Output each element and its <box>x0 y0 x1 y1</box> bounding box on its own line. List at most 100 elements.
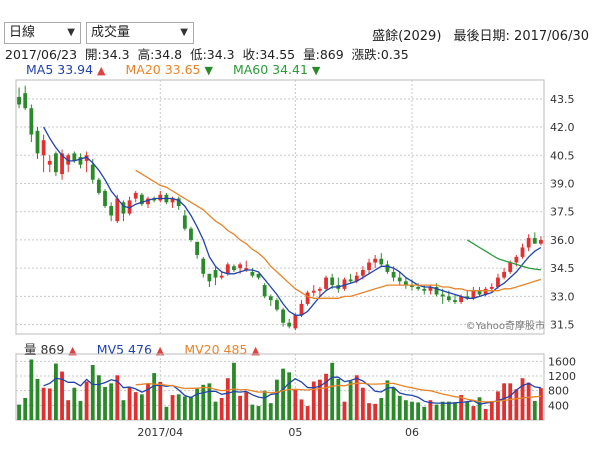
volume-bar <box>201 384 206 420</box>
candle-body <box>324 277 328 289</box>
candle-body <box>287 322 292 327</box>
volume-bar <box>84 381 89 420</box>
candle-body <box>373 258 378 263</box>
candle-body <box>41 140 46 156</box>
candlestick <box>502 268 506 280</box>
candle-body <box>268 296 273 301</box>
volume-bar <box>275 379 279 420</box>
candle-body <box>330 277 335 286</box>
volume-legend: 量 869 ▲ MV5 476 ▲ MV20 485 ▲ <box>24 339 276 358</box>
quote-open: 開:34.3 <box>85 47 130 62</box>
x-tick-label: 05 <box>288 426 302 439</box>
volume-bar <box>281 368 285 420</box>
volume-bar <box>520 378 525 420</box>
volume-bar <box>250 404 255 420</box>
volume-bar <box>262 390 267 420</box>
volume-bar <box>318 379 322 420</box>
candlestick <box>330 273 335 289</box>
volume-bar <box>477 397 482 420</box>
candlestick <box>232 264 236 272</box>
volume-bar <box>397 395 402 420</box>
candle-body <box>367 262 371 271</box>
volume-bar <box>121 400 126 420</box>
volume-bar <box>379 398 384 420</box>
up-arrow-icon: ▲ <box>251 344 260 357</box>
volume-bar <box>207 383 212 420</box>
candle-body <box>434 286 439 295</box>
candle-body <box>410 285 414 287</box>
candle-body <box>514 256 519 263</box>
ma60-legend: MA60 34.41 ▼ <box>233 62 320 77</box>
volume-bar <box>434 404 439 420</box>
candle-body <box>539 239 543 244</box>
volume-bar <box>324 373 328 420</box>
candle-body <box>397 277 402 282</box>
candlestick <box>158 191 163 203</box>
candlestick <box>385 260 390 274</box>
up-arrow-icon: ▲ <box>155 344 165 357</box>
price-y-tick-label: 31.5 <box>550 319 575 332</box>
indicator-select[interactable]: 成交量 ▼ <box>86 22 194 44</box>
ma60-legend-text: MA60 34.41 <box>232 62 308 77</box>
candle-body <box>354 275 359 282</box>
candlestick <box>275 298 279 312</box>
candlestick <box>403 277 408 289</box>
candlestick <box>281 307 285 327</box>
candle-body <box>471 290 476 299</box>
candle-body <box>385 264 390 272</box>
volume-bar <box>268 403 273 420</box>
candlestick <box>305 290 310 306</box>
period-select[interactable]: 日線 ▼ <box>4 22 81 44</box>
volume-bar <box>489 400 494 420</box>
vol-legend: 量 869 ▲ <box>24 342 77 357</box>
candlestick <box>397 271 402 286</box>
candle-body <box>416 286 421 289</box>
volume-bar <box>305 406 310 420</box>
volume-y-tick-label: 1600 <box>548 355 576 368</box>
last-date: 最後日期: 2017/06/30 <box>453 29 589 44</box>
candlestick <box>54 151 58 176</box>
price-plot-border <box>15 79 545 335</box>
volume-bar <box>514 389 519 420</box>
candle-body <box>35 130 40 154</box>
volume-bar <box>471 406 476 420</box>
quote-change: 漲跌:0.35 <box>351 47 409 62</box>
volume-bar <box>422 406 427 420</box>
volume-bar <box>336 378 341 420</box>
candle-body <box>146 198 150 205</box>
ma5-legend-text: MA5 33.94 <box>26 62 94 77</box>
candle-body <box>201 258 206 274</box>
volume-bar <box>508 383 513 420</box>
candlestick <box>103 189 107 208</box>
watermark: ©Yahoo奇摩股市 <box>466 319 545 332</box>
volume-bar <box>342 401 347 420</box>
candle-body <box>281 309 285 323</box>
candle-body <box>428 286 433 291</box>
candlestick <box>127 196 132 216</box>
candle-body <box>219 275 224 278</box>
mv5-line <box>43 376 541 405</box>
candlestick <box>29 104 34 143</box>
candle-body <box>318 288 322 291</box>
candlestick <box>41 134 46 173</box>
volume-bar <box>78 400 83 420</box>
candlestick <box>262 283 267 299</box>
price-chart-frame: 31.5 33.0 34.5 36.0 37.5 39.0 40.5 42.0 43.5 <box>15 79 575 335</box>
x-tick-label: 2017/04 <box>137 426 183 439</box>
volume-bar <box>133 392 138 420</box>
volume-bar <box>90 365 95 420</box>
candlestick <box>268 294 273 306</box>
volume-bar <box>416 402 421 420</box>
volume-bar <box>29 359 34 420</box>
mv20-legend-text: MV20 485 <box>184 342 248 357</box>
candlestick <box>96 177 101 195</box>
candle-body <box>403 281 408 286</box>
candlestick <box>66 153 71 173</box>
mv5-legend-text: MV5 476 <box>96 342 152 357</box>
candle-body <box>182 215 187 229</box>
mv20-legend: MV20 485 ▲ <box>184 342 260 357</box>
candlestick <box>526 234 531 252</box>
volume-bar <box>299 399 304 420</box>
candle-body <box>305 292 310 304</box>
